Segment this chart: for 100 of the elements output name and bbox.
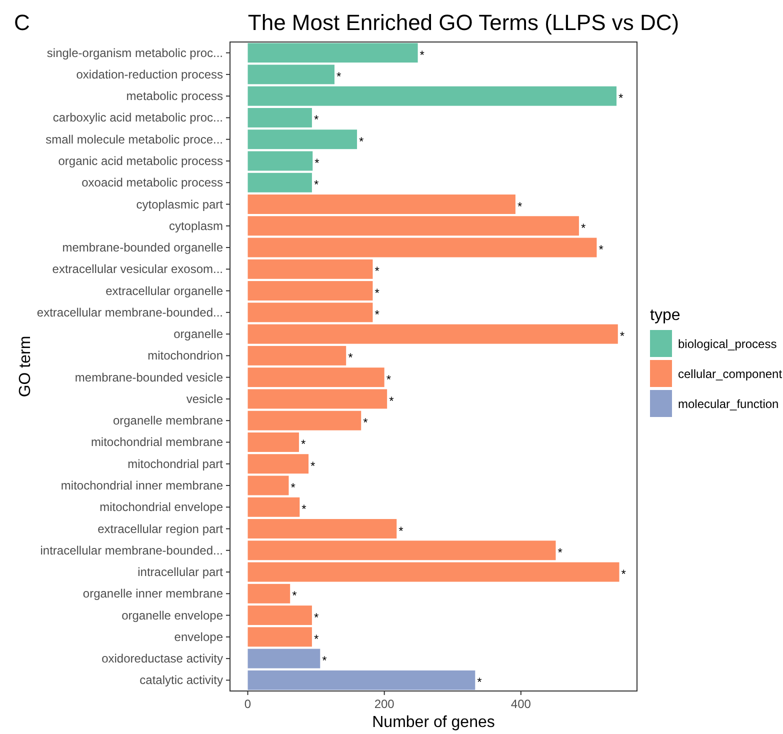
bar [248,540,556,560]
y-tick-label: carboxylic acid metabolic proc... [52,110,223,125]
bar [248,562,620,582]
bar [248,64,334,84]
y-axis-title: GO term [17,336,34,398]
x-axis-title: Number of genes [372,714,495,731]
y-tick-label: organelle inner membrane [82,586,224,601]
y-tick-label: cytoplasm [168,218,223,233]
data-label: * [363,416,368,430]
data-label: * [359,134,364,148]
data-label: * [420,48,425,62]
bar [248,476,289,496]
data-label: * [336,69,342,84]
data-label: * [322,654,328,668]
data-label: * [348,350,354,365]
y-tick-label: mitochondrial membrane [90,435,224,450]
bar [248,670,476,690]
y-tick-label: envelope [174,630,224,644]
y-tick-label: organelle [174,327,224,342]
y-tick-label: mitochondrial part [128,456,224,471]
legend-title: type [650,307,680,324]
y-tick-label: cytoplasmic part [136,197,224,212]
data-label: * [374,286,380,300]
bar [248,368,384,388]
bar [248,281,373,301]
bar [248,648,320,668]
y-tick-label: organic acid metabolic process [58,154,223,168]
y-tick-label: single-organism metabolic proc... [46,46,223,60]
bar [248,519,397,538]
data-label: * [558,545,563,560]
y-tick-label: extracellular vesicular exosom... [52,262,223,276]
x-tick-label: 200 [374,697,395,711]
data-label: * [302,502,307,516]
bar [248,497,300,517]
bar [248,108,312,128]
y-tick-label: organelle envelope [122,608,224,622]
bar [248,151,313,171]
bar [248,259,373,279]
data-label: * [621,567,626,582]
data-label: * [314,632,319,646]
y-tick-label: mitochondrial envelope [100,500,224,514]
legend-label: biological_process [678,337,777,351]
data-label: * [314,178,319,192]
data-label: * [300,437,306,452]
bar [248,606,312,626]
legend-label: molecular_function [678,397,779,411]
bar [248,43,418,63]
data-label: * [398,524,404,538]
data-label: * [517,199,522,214]
y-tick-label: vesicle [186,392,224,406]
data-label: * [477,675,482,690]
y-tick-label: small molecule metabolic proce... [46,132,223,146]
data-label: * [598,242,604,257]
data-label: * [290,480,296,494]
y-tick-label: oxoacid metabolic process [82,176,223,190]
y-tick-label: extracellular membrane-bounded... [36,305,223,320]
data-label: * [580,220,586,235]
bar [248,238,597,258]
data-label: * [620,329,625,344]
y-tick-label: extracellular organelle [106,284,224,298]
data-label: * [292,588,298,603]
bar [248,389,388,409]
data-label: * [310,458,316,473]
y-tick-label: organelle membrane [112,414,224,428]
data-label: * [374,264,380,278]
y-tick-label: intracellular part [138,565,224,580]
y-tick-label: mitochondrion [148,348,223,363]
x-tick-label: 400 [510,697,532,711]
bar [248,324,618,344]
data-label: * [386,372,392,386]
data-label: * [314,112,319,127]
y-tick-label: intracellular membrane-bounded... [40,543,223,558]
data-label: * [618,91,624,106]
legend-label: cellular_component [678,367,783,381]
y-tick-label: catalytic activity [140,673,223,688]
bar [248,172,312,192]
y-tick-label: mitochondrial inner membrane [60,478,224,492]
bar [248,302,373,322]
chart-title: The Most Enriched GO Terms (LLPS vs DC) [248,10,680,35]
bar [248,346,346,366]
y-tick-label: metabolic process [126,89,223,104]
y-tick-label: extracellular region part [98,522,224,536]
y-tick-label: membrane-bounded organelle [62,240,224,255]
data-label: * [314,610,319,624]
data-label: * [389,394,394,408]
bar [248,194,516,214]
data-label: * [314,156,320,170]
y-tick-label: oxidoreductase activity [102,652,223,666]
bar [248,627,312,647]
bar [248,454,309,474]
y-tick-label: oxidation-reduction process [76,67,223,82]
bar [248,432,299,452]
bar [248,130,358,150]
x-tick-label: 0 [244,697,252,711]
data-label: * [374,307,380,322]
bar [248,86,617,106]
bar [248,216,579,236]
y-tick-label: membrane-bounded vesicle [74,370,224,384]
bar [248,584,290,604]
bar [248,410,362,430]
